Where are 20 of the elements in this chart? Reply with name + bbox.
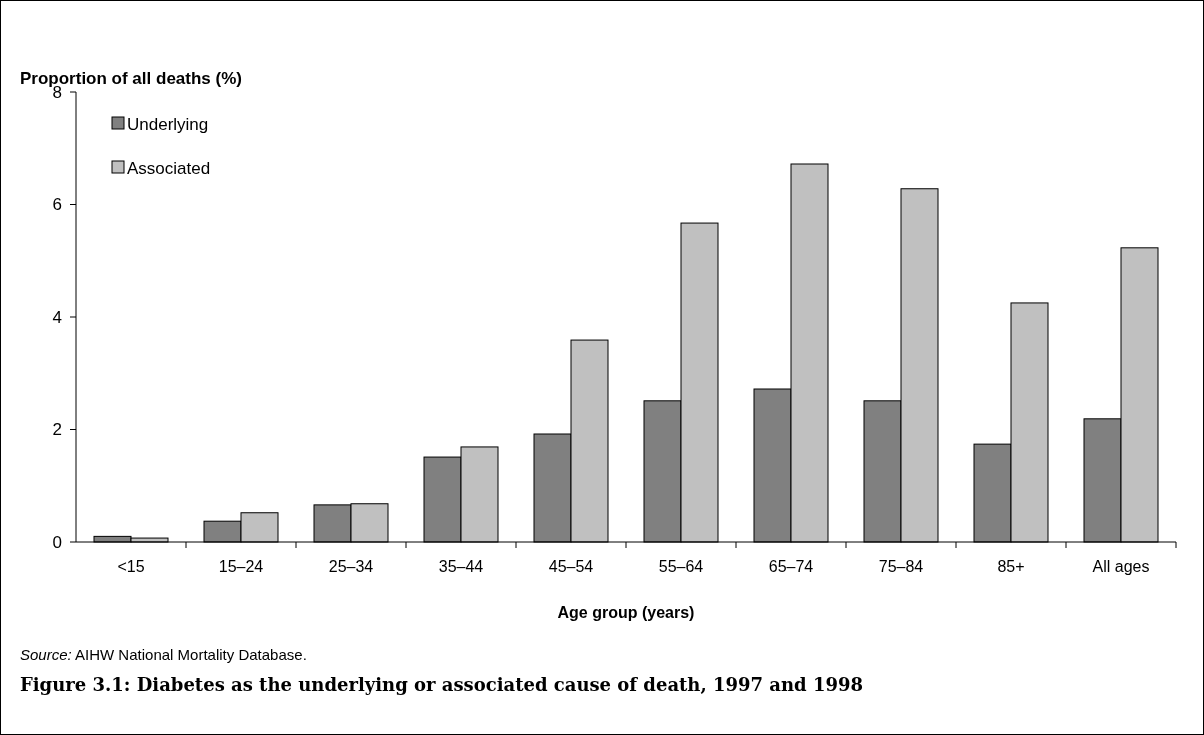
- x-axis-title: Age group (years): [557, 604, 695, 621]
- y-tick-label: 0: [52, 532, 62, 552]
- x-tick-label: 45–54: [548, 558, 594, 575]
- x-tick-label: 75–84: [878, 558, 924, 575]
- x-tick-label: 65–74: [768, 558, 814, 575]
- x-tick-label: <15: [117, 558, 145, 575]
- legend-label: Associated: [127, 158, 211, 178]
- x-tick-label: 15–24: [218, 558, 264, 575]
- x-tick-label: 25–34: [328, 558, 374, 575]
- y-tick-label: 6: [52, 195, 62, 215]
- y-tick-label: 4: [52, 307, 62, 327]
- x-tick-label: All ages: [1092, 558, 1150, 575]
- source-note: Source: AIHW National Mortality Database.: [20, 646, 307, 663]
- legend-label: Underlying: [127, 114, 209, 134]
- y-axis-title: Proportion of all deaths (%): [20, 69, 242, 88]
- text: Figure 3.1: Diabetes as the underlying or associated cause of death, 1997 and 1998: [20, 674, 864, 695]
- x-tick-label: 35–44: [438, 558, 484, 575]
- x-tick-label: 85+: [997, 558, 1025, 575]
- y-tick-label: 2: [52, 420, 62, 440]
- x-tick-label: 55–64: [658, 558, 704, 575]
